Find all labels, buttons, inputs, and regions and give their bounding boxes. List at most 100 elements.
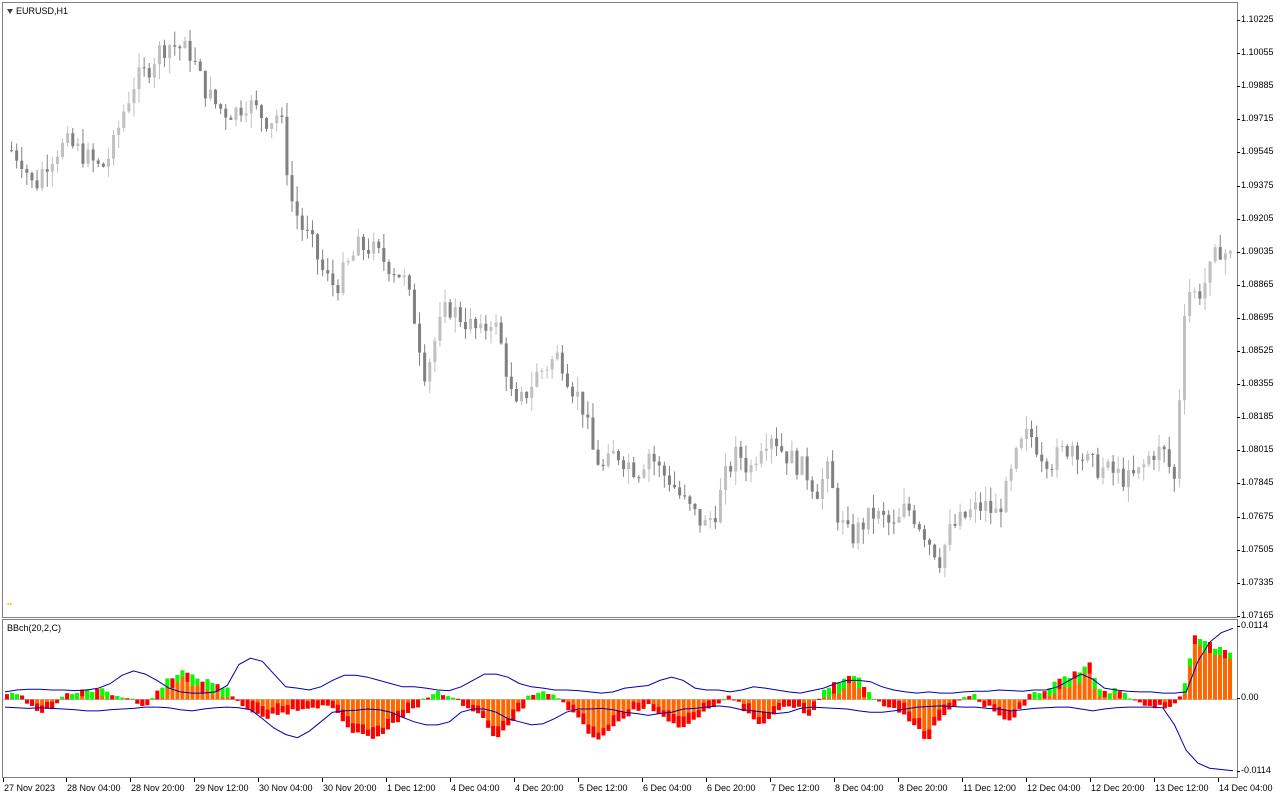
histogram-bar-tip: [656, 706, 661, 714]
candle-body: [183, 40, 187, 49]
time-tick: [194, 778, 195, 782]
histogram-bar-tip: [776, 702, 781, 711]
time-tick: [834, 778, 835, 782]
candle-body: [540, 370, 544, 372]
histogram-bar-tip: [200, 681, 205, 694]
histogram-bar-tip: [852, 676, 857, 683]
candle-body: [142, 67, 146, 69]
candle-body: [657, 461, 661, 466]
price-tick: [1237, 218, 1240, 220]
histogram-bar-tip: [561, 699, 566, 703]
histogram-bar-tip: [646, 699, 651, 704]
histogram-bar-tip: [155, 690, 160, 700]
time-tick-label: 27 Nov 2023: [4, 783, 56, 793]
histogram-bar-tip: [1212, 648, 1217, 655]
histogram-bar-tip: [827, 687, 832, 698]
candle-body: [820, 479, 824, 499]
time-tick-label: 30 Nov 04:00: [259, 783, 313, 793]
histogram-bar-tip: [1097, 689, 1102, 697]
histogram-bar-tip: [1167, 699, 1172, 707]
histogram-bar-tip: [115, 696, 120, 700]
histogram-bar-tip: [350, 723, 355, 733]
histogram-bar: [355, 699, 360, 733]
candle-body: [1086, 453, 1090, 461]
histogram-bar-tip: [380, 727, 385, 734]
histogram-bar-tip: [1072, 671, 1077, 679]
time-tick: [1026, 778, 1027, 782]
price-tick-label: 1.09035: [1241, 245, 1274, 256]
candle-body: [463, 322, 467, 330]
histogram-bar-tip: [315, 700, 320, 709]
histogram-bar: [165, 678, 170, 700]
candle-body: [999, 508, 1003, 513]
candle-body: [412, 289, 416, 324]
candle-body: [785, 451, 789, 464]
histogram-bar-tip: [140, 699, 145, 706]
candle-body: [423, 352, 427, 382]
candle-body: [897, 516, 901, 523]
histogram-bar: [611, 699, 616, 727]
price-chart-pane[interactable]: EURUSD,H1 ▪▪: [2, 2, 1238, 618]
histogram-bar-tip: [285, 704, 290, 715]
time-tick-label: 29 Nov 12:00: [195, 783, 249, 793]
histogram-bar-tip: [1122, 693, 1127, 700]
time-tick-label: 28 Nov 04:00: [67, 783, 121, 793]
indicator-scale[interactable]: 0.0114 0.00 -0.0114: [1237, 619, 1280, 776]
candle-body: [994, 508, 998, 513]
histogram-bar-tip: [666, 710, 671, 722]
indicator-pane[interactable]: BBch(20,2,C): [2, 619, 1238, 778]
histogram-bar-tip: [806, 709, 811, 716]
candle-body: [1055, 447, 1059, 470]
time-tick-label: 8 Dec 04:00: [835, 783, 884, 793]
candle-body: [402, 275, 406, 278]
candle-body: [300, 215, 304, 230]
candle-body: [1004, 480, 1008, 513]
histogram-bar: [751, 699, 756, 720]
histogram-bar-tip: [330, 700, 335, 709]
histogram-bar-tip: [1022, 699, 1027, 706]
histogram-bar-tip: [245, 699, 250, 710]
histogram-bar-tip: [275, 703, 280, 715]
time-tick-label: 8 Dec 20:00: [899, 783, 948, 793]
histogram-bar-tip: [110, 695, 115, 700]
histogram-bar: [852, 676, 857, 700]
histogram-bar-tip: [70, 694, 75, 700]
price-tick: [1237, 251, 1240, 253]
histogram-bar-tip: [1197, 639, 1202, 646]
histogram-bar-tip: [85, 689, 90, 700]
price-tick-label: 1.10055: [1241, 47, 1274, 58]
candle-body: [718, 489, 722, 523]
histogram-bar: [586, 699, 591, 734]
histogram-bar-tip: [651, 704, 656, 712]
histogram-bar-tip: [681, 716, 686, 728]
histogram-bar-tip: [942, 704, 947, 716]
candle-body: [418, 323, 422, 353]
histogram-bar: [591, 699, 596, 738]
price-tick-label: 1.08865: [1241, 278, 1274, 289]
histogram-bar-tip: [716, 699, 721, 704]
indicator-tick: [1237, 698, 1240, 699]
candle-body: [917, 524, 921, 530]
candle-body: [662, 465, 666, 476]
histogram-bar-tip: [1142, 699, 1147, 706]
candle-body: [351, 255, 355, 261]
histogram-bar-tip: [1207, 642, 1212, 654]
candle-body: [586, 414, 590, 418]
price-tick-label: 1.08185: [1241, 411, 1274, 422]
histogram-bar: [1217, 647, 1222, 700]
candle-body: [1218, 247, 1222, 260]
price-tick: [1237, 53, 1240, 55]
indicator-tick: [1237, 771, 1240, 772]
histogram-bar-tip: [601, 728, 606, 736]
candle-body: [520, 391, 524, 402]
candle-body: [1111, 461, 1115, 473]
time-tick: [578, 778, 579, 782]
candle-body: [1045, 461, 1049, 469]
price-scale[interactable]: 1.10225 1.10055 1.09885 1.09715 1.09545 1.093…: [1237, 2, 1280, 620]
histogram-bar-tip: [80, 689, 85, 697]
time-scale[interactable]: 27 Nov 2023 28 Nov 04:00 28 Nov 20:00 29 No…: [0, 778, 1280, 798]
histogram-bar: [380, 699, 385, 734]
candle-body: [744, 457, 748, 473]
histogram-bar-tip: [962, 697, 967, 700]
candle-body: [494, 322, 498, 327]
